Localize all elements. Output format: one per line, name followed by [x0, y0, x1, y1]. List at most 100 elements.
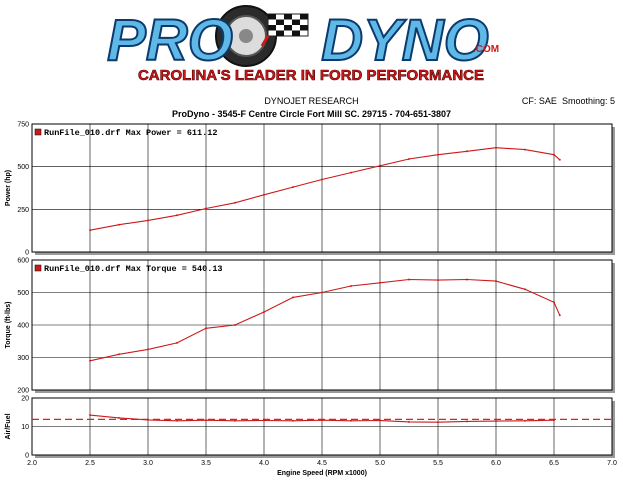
y-tick-label: 200: [17, 388, 29, 395]
data-point: [437, 421, 439, 424]
data-point: [118, 353, 120, 356]
data-point: [495, 280, 497, 283]
data-point: [558, 314, 561, 317]
chart-panel-1: 0 250 500 750 Power (hp) RunFile_010.drf Max …: [5, 122, 615, 257]
x-tick-label: 6.5: [549, 460, 559, 467]
data-point: [263, 419, 265, 422]
logo-brand-left: PRO: [107, 8, 233, 73]
data-point: [408, 158, 410, 160]
shop-info: ProDyno - 3545-F Centre Circle Fort Mill…: [171, 109, 452, 119]
data-point: [205, 327, 207, 330]
x-tick-label: 3.5: [201, 460, 211, 467]
data-point: [176, 341, 178, 344]
data-point: [553, 153, 555, 156]
data-point: [524, 288, 526, 291]
y-tick-label: 750: [17, 122, 29, 129]
data-point: [89, 229, 91, 232]
logo-brand-suffix: .COM: [473, 44, 499, 55]
data-point: [379, 281, 381, 284]
legend-swatch: [34, 128, 42, 136]
y-axis-label: Torque (ft-lbs): [5, 302, 12, 349]
y-tick-label: 250: [17, 207, 29, 214]
data-point: [234, 324, 236, 326]
data-point: [321, 419, 323, 422]
prodyno-logo: PRO DYNO .COM CAROLINA'S LEADER IN FORD …: [106, 5, 499, 84]
y-axis-label: Power (hp): [5, 170, 12, 206]
x-tick-label: 4.0: [259, 460, 269, 467]
data-point: [205, 207, 207, 210]
data-point: [118, 223, 120, 226]
data-point: [495, 146, 497, 149]
x-tick-label: 2.5: [85, 460, 95, 467]
data-point: [558, 158, 561, 161]
legend-swatch: [34, 264, 42, 272]
legend-label: RunFile_010.drf Max Power = 611.12: [44, 128, 217, 138]
data-point: [205, 419, 207, 422]
data-point: [437, 279, 439, 282]
chart-panel-2: 200 300 400 500 600 Torque (ft-lbs) RunFile_01…: [5, 258, 615, 395]
data-point: [292, 296, 294, 299]
data-point: [350, 285, 352, 287]
smoothing-label: Smoothing: 5: [561, 96, 615, 106]
x-tick-label: 4.5: [317, 460, 327, 467]
data-point: [147, 348, 149, 351]
x-tick-label: 5.0: [375, 460, 385, 467]
series-line: [89, 278, 561, 362]
y-tick-label: 0: [25, 453, 29, 460]
data-point: [379, 419, 381, 422]
data-point: [408, 278, 410, 281]
data-point: [118, 416, 120, 419]
data-point: [495, 420, 497, 423]
legend-label: RunFile_010.drf Max Torque = 540.13: [44, 264, 223, 274]
y-tick-label: 20: [21, 396, 29, 403]
data-point: [466, 150, 468, 153]
series-line: [89, 147, 561, 231]
data-point: [292, 419, 294, 422]
correction-settings: CF: SAE Smoothing: 5: [522, 96, 615, 106]
y-axis-label: Air/Fuel: [5, 413, 12, 439]
data-point: [553, 301, 555, 304]
data-point: [263, 193, 265, 196]
logo-tagline: CAROLINA'S LEADER IN FORD PERFORMANCE: [138, 67, 484, 84]
cf-label: CF: SAE: [521, 96, 557, 106]
logo-brand-right: DYNO: [321, 8, 489, 73]
data-point: [466, 278, 468, 281]
data-point: [321, 291, 323, 294]
y-tick-label: 10: [21, 424, 29, 431]
report-title: DYNOJET RESEARCH: [264, 96, 359, 106]
x-tick-label: 3.0: [143, 460, 153, 467]
y-tick-label: 500: [17, 164, 29, 171]
data-point: [89, 414, 91, 417]
data-point: [350, 419, 352, 422]
data-point: [263, 311, 265, 313]
data-point: [408, 420, 410, 423]
y-tick-label: 600: [17, 258, 29, 265]
data-point: [553, 419, 555, 422]
y-tick-label: 300: [17, 355, 29, 362]
checkered-flag-icon: [260, 13, 309, 47]
y-tick-label: 500: [17, 290, 29, 297]
data-point: [466, 420, 468, 423]
data-point: [147, 219, 149, 222]
x-tick-label: 7.0: [607, 460, 617, 467]
x-axis-label: Engine Speed (RPM x1000): [277, 470, 367, 477]
x-tick-label: 6.0: [491, 460, 501, 467]
chart-panel-3: 0 10 20 Air/Fuel: [5, 396, 615, 460]
data-point: [176, 419, 178, 422]
data-point: [524, 419, 526, 422]
x-tick-label: 2.0: [27, 460, 37, 467]
data-point: [379, 164, 381, 167]
data-point: [234, 419, 236, 422]
y-tick-label: 0: [25, 250, 29, 257]
data-point: [524, 148, 526, 151]
data-point: [147, 418, 149, 421]
data-point: [321, 178, 323, 181]
data-point: [234, 201, 236, 204]
data-point: [89, 359, 91, 362]
y-tick-label: 400: [17, 323, 29, 330]
x-tick-label: 5.5: [433, 460, 443, 467]
tire-icon: [215, 5, 277, 67]
data-point: [292, 186, 294, 189]
data-point: [350, 171, 352, 174]
